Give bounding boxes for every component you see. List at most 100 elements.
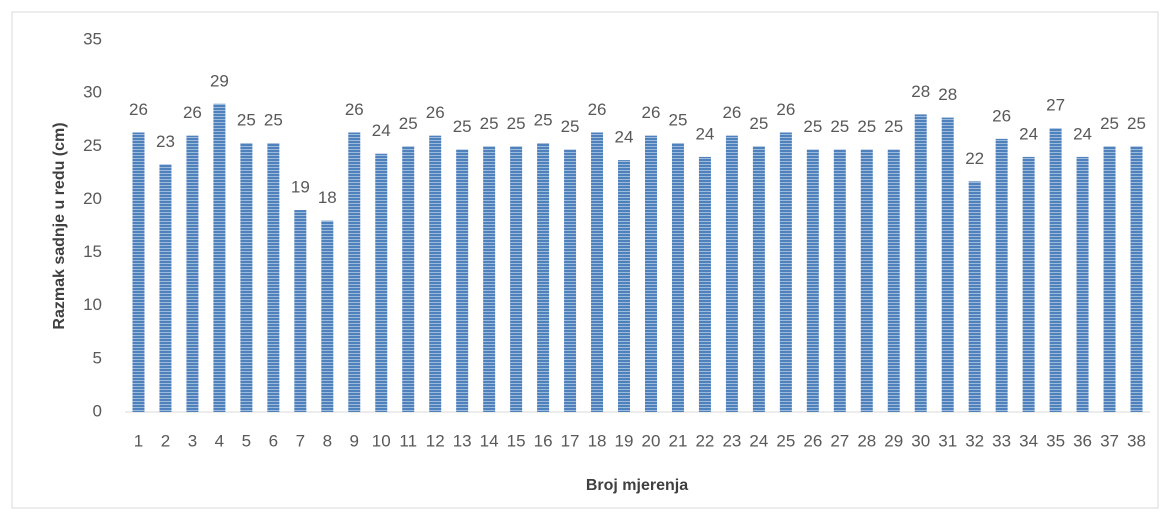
- bar: [779, 132, 792, 412]
- data-label: 24: [615, 128, 634, 147]
- data-label: 29: [210, 71, 229, 90]
- data-label: 18: [318, 188, 337, 207]
- bar: [995, 138, 1008, 413]
- bar: [833, 149, 846, 412]
- x-tick-label: 20: [642, 431, 661, 450]
- bar: [1022, 156, 1035, 412]
- chart-border: [11, 11, 1159, 509]
- bar: [348, 132, 361, 412]
- bar: [725, 135, 738, 412]
- data-label: 22: [965, 149, 984, 168]
- data-label: 25: [399, 114, 418, 133]
- bar: [671, 143, 684, 412]
- x-tick-label: 33: [992, 431, 1011, 450]
- data-label: 25: [857, 117, 876, 136]
- data-label: 26: [588, 100, 607, 119]
- x-axis-title: Broj mjerenja: [586, 477, 688, 494]
- data-label: 24: [372, 121, 391, 140]
- data-label: 25: [1127, 114, 1146, 133]
- x-tick-label: 30: [911, 431, 930, 450]
- x-tick-label: 24: [749, 431, 768, 450]
- x-tick-label: 29: [884, 431, 903, 450]
- data-label: 26: [722, 103, 741, 122]
- bar: [941, 117, 954, 413]
- y-tick-label: 35: [83, 29, 102, 48]
- data-label: 28: [938, 85, 957, 104]
- data-label: 25: [830, 117, 849, 136]
- x-tick-label: 2: [161, 431, 170, 450]
- data-label: 25: [803, 117, 822, 136]
- bar: [914, 114, 927, 413]
- x-tick-label: 31: [938, 431, 957, 450]
- bar: [537, 143, 550, 412]
- data-label: 26: [345, 100, 364, 119]
- x-tick-label: 36: [1073, 431, 1092, 450]
- data-label: 25: [480, 114, 499, 133]
- data-label: 19: [291, 178, 310, 197]
- x-tick-label: 13: [453, 431, 472, 450]
- data-label: 24: [1073, 124, 1092, 143]
- bar: [456, 149, 469, 412]
- data-label: 26: [183, 103, 202, 122]
- data-label: 28: [911, 82, 930, 101]
- x-tick-label: 32: [965, 431, 984, 450]
- data-label: 25: [453, 117, 472, 136]
- x-tick-label: 4: [215, 431, 224, 450]
- bar: [402, 146, 415, 413]
- y-tick-label: 10: [83, 295, 102, 314]
- x-tick-label: 35: [1046, 431, 1065, 450]
- data-label: 25: [507, 114, 526, 133]
- data-label: 23: [156, 132, 175, 151]
- x-tick-label: 15: [507, 431, 526, 450]
- data-label: 26: [776, 100, 795, 119]
- y-tick-label: 0: [93, 401, 102, 420]
- x-tick-label: 7: [296, 431, 305, 450]
- data-label: 24: [1019, 124, 1038, 143]
- bar: [618, 160, 631, 412]
- x-tick-label: 34: [1019, 431, 1038, 450]
- bar: [968, 181, 981, 412]
- bar: [213, 103, 226, 413]
- bar: [806, 149, 819, 412]
- y-tick-label: 15: [83, 242, 102, 261]
- data-label: 26: [426, 103, 445, 122]
- bar: [698, 156, 711, 412]
- bar: [321, 220, 334, 412]
- x-tick-label: 5: [242, 431, 251, 450]
- bar: [240, 143, 253, 412]
- bar: [375, 153, 388, 412]
- x-tick-label: 6: [269, 431, 278, 450]
- bar: [887, 149, 900, 412]
- x-tick-label: 23: [722, 431, 741, 450]
- bar: [1049, 128, 1062, 412]
- bar: [510, 146, 523, 413]
- x-tick-label: 38: [1127, 431, 1146, 450]
- bar: [483, 146, 496, 413]
- x-tick-label: 11: [399, 431, 417, 450]
- x-tick-label: 26: [803, 431, 822, 450]
- bar: [644, 135, 657, 412]
- data-label: 24: [695, 124, 714, 143]
- bar: [159, 164, 172, 412]
- bar: [591, 132, 604, 412]
- data-label: 25: [237, 111, 256, 130]
- x-tick-label: 16: [534, 431, 553, 450]
- x-tick-label: 3: [188, 431, 197, 450]
- x-tick-label: 10: [372, 431, 391, 450]
- x-tick-label: 21: [668, 431, 687, 450]
- x-tick-label: 28: [857, 431, 876, 450]
- data-label: 25: [668, 111, 687, 130]
- y-tick-label: 20: [83, 189, 102, 208]
- data-label: 25: [749, 114, 768, 133]
- x-tick-label: 18: [588, 431, 607, 450]
- x-tick-label: 22: [695, 431, 714, 450]
- data-label: 26: [129, 100, 148, 119]
- data-label: 26: [642, 103, 661, 122]
- data-label: 25: [264, 111, 283, 130]
- x-tick-label: 14: [480, 431, 499, 450]
- bar: [564, 149, 577, 412]
- data-label: 25: [534, 111, 553, 130]
- x-tick-label: 17: [561, 431, 580, 450]
- bar: [294, 210, 307, 412]
